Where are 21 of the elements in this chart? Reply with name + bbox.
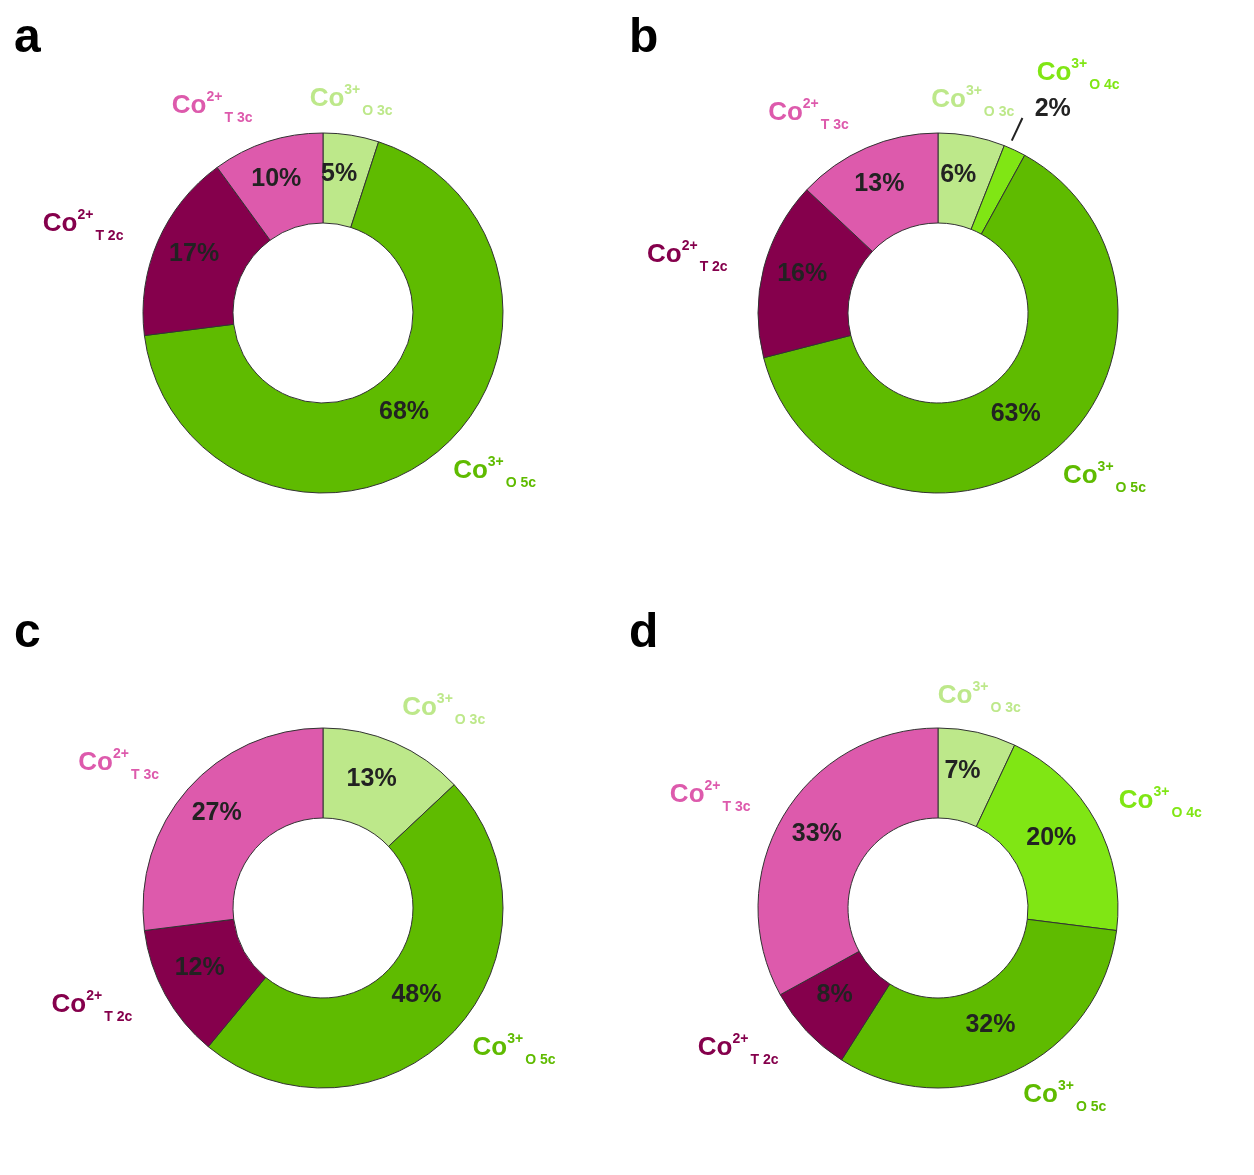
data-label: 27%	[191, 797, 242, 826]
data-label: 17%	[169, 237, 220, 266]
data-label: 33%	[791, 817, 842, 846]
data-label: 68%	[379, 395, 430, 424]
chart-title: d	[629, 603, 659, 658]
data-label: 12%	[174, 951, 225, 980]
data-label: 10%	[251, 163, 302, 192]
data-label: 63%	[990, 398, 1041, 427]
data-label: 48%	[391, 979, 442, 1008]
data-label: 16%	[777, 258, 828, 287]
data-label: 8%	[816, 979, 853, 1008]
chart-title: b	[629, 8, 659, 63]
data-label: 20%	[1026, 821, 1077, 850]
data-label: 13%	[346, 762, 397, 791]
chart-title: c	[14, 603, 41, 658]
data-label: 7%	[944, 754, 981, 783]
data-label: 6%	[940, 159, 977, 187]
data-label: 13%	[854, 167, 905, 196]
data-label: 32%	[965, 1008, 1016, 1037]
data-label: 2%	[1034, 92, 1071, 121]
chart-title: a	[14, 8, 41, 63]
